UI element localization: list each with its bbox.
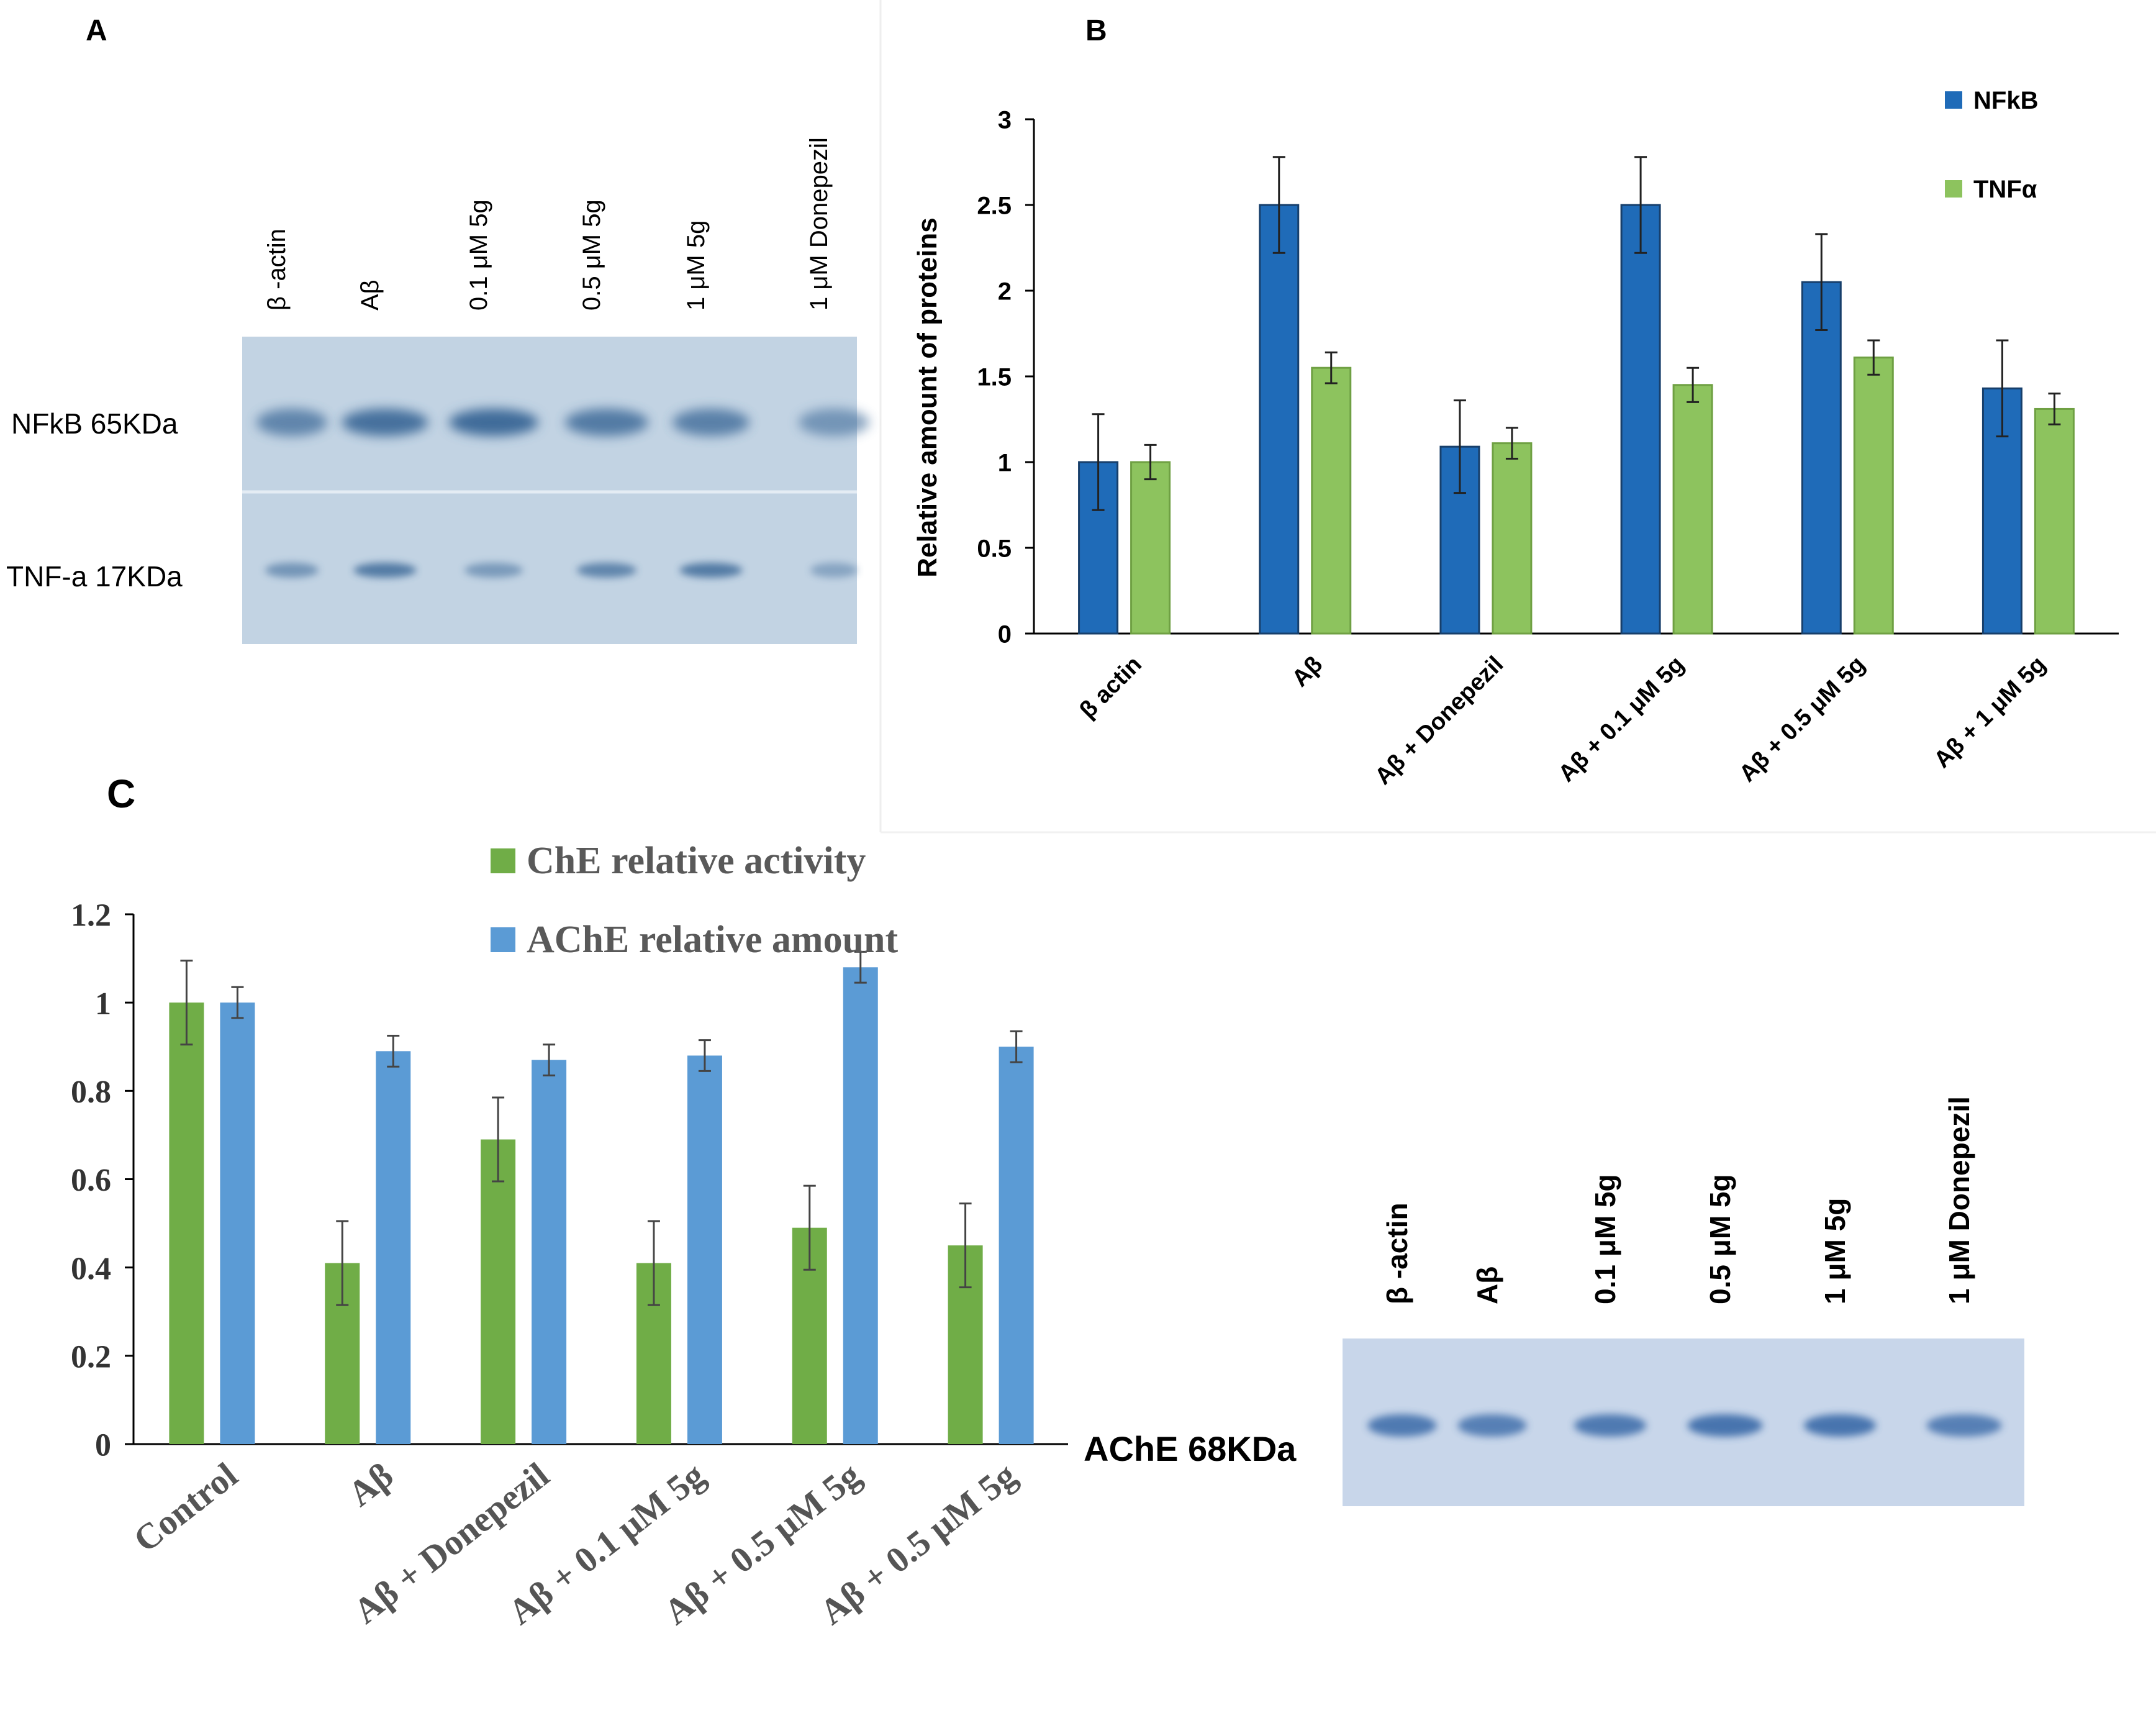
panel-b-x-tick-label: Aβ + 1 μM 5g: [1929, 652, 2051, 773]
panel-a-lane-label: β -actin: [263, 229, 291, 311]
panel-c-bar: [169, 1002, 204, 1444]
panel-a-nfkb-band: [449, 409, 538, 436]
panel-a-tnf-band: [353, 563, 417, 578]
panel-b-y-tick-label: 2.5: [977, 192, 1012, 219]
panel-b-legend-label: TNFα: [1973, 176, 2037, 203]
panel-b-bar: [1492, 442, 1533, 635]
panel-a-tnf-band: [464, 563, 523, 578]
panel-c-ache-band: [1687, 1414, 1763, 1437]
panel-a-lane-label: 1 μM 5g: [682, 220, 710, 311]
panel-a-tnf-band: [810, 563, 858, 578]
panel-b-x-tick-label: Aβ + 0.5 μM 5g: [1734, 652, 1870, 788]
panel-c-blot-lane-label: 1 μM Donepezil: [1943, 1096, 1975, 1304]
panel-c-bar: [999, 1047, 1034, 1444]
panel-c-legend-swatch: [491, 848, 515, 873]
panel-b-bar: [1620, 204, 1661, 635]
panel-b-x-tick-label: Aβ: [1287, 652, 1328, 693]
panel-b-y-tick-label: 1: [998, 449, 1012, 476]
panel-b-y-tick-label: 0.5: [977, 535, 1012, 562]
panel-c-blot-lane-label: 0.1 μM 5g: [1589, 1174, 1621, 1304]
panel-c-blot-lane-label: β -actin: [1381, 1202, 1413, 1304]
panel-a-nfkb-band: [673, 409, 750, 436]
panel-c-bar: [843, 967, 878, 1444]
panel-a-lane-label: 0.1 μM 5g: [465, 199, 492, 311]
panel-a-lane-label: 1 μM Donepezil: [805, 137, 833, 311]
panel-c-y-tick-label: 0: [95, 1428, 111, 1463]
panel-c-y-tick-label: 0.4: [71, 1251, 111, 1286]
panel-c-y-tick-label: 1: [95, 986, 111, 1022]
panel-b-y-tick-label: 2: [998, 278, 1012, 305]
panel-b-x-tick-label: Aβ + Donepezil: [1370, 652, 1508, 790]
panel-a-lane-label: Aβ: [356, 280, 384, 311]
panel-b-letter: B: [1085, 14, 1107, 47]
panel-c-y-tick-label: 0.2: [71, 1340, 111, 1375]
panel-c-bar: [481, 1139, 516, 1444]
panel-b-legend-label: NFkB: [1973, 87, 2038, 114]
panel-a-nfkb-band: [565, 409, 648, 436]
panel-c-bar: [687, 1055, 722, 1444]
panel-c-y-tick-label: 0.6: [71, 1163, 111, 1198]
panel-c-x-tick-label: Aβ: [340, 1455, 401, 1514]
panel-c-blot-label: AChE 68KDa: [1084, 1429, 1297, 1468]
panel-a-row-labels: NFkB 65KDa TNF-a 17KDa: [6, 407, 183, 593]
panel-b-y-tick-label: 3: [998, 106, 1012, 134]
panel-c-bands: [1367, 1414, 2002, 1437]
panel-a-tnf-band: [577, 563, 636, 578]
panel-b-bar: [1259, 204, 1300, 635]
panel-b-x-tick-label: Aβ + 0.1 μM 5g: [1554, 652, 1690, 788]
panel-b-bar: [2034, 407, 2075, 635]
panel-b-bar: [1672, 384, 1713, 635]
panel-b: B Relative amount of proteins 0 0.5 1 1.5 2 2…: [912, 14, 2119, 790]
panel-c-bar: [532, 1060, 567, 1444]
panel-b-legend-swatch: [1945, 180, 1962, 198]
panel-c-ache-band: [1926, 1414, 2002, 1437]
panel-c-x-tick-label: Control: [126, 1455, 245, 1560]
panel-b-bar: [1853, 357, 1894, 635]
panel-b-y-axis-label: Relative amount of proteins: [912, 217, 943, 577]
panel-a-tnf-band: [679, 563, 743, 578]
panel-c-ache-band: [1804, 1414, 1876, 1437]
panel-a: A β -actin Aβ 0.1 μM 5g 0.5 μM 5g 1 μM 5g 1 μ…: [6, 14, 869, 644]
panel-b-bar: [1311, 366, 1352, 635]
panel-c-bar: [376, 1051, 411, 1444]
panel-c-y-tick-label: 0.8: [71, 1075, 111, 1110]
panel-a-lane-label: 0.5 μM 5g: [578, 199, 605, 311]
panel-c-legend-label: ChE relative activity: [527, 840, 866, 882]
panel-a-bands: [256, 409, 869, 578]
panel-c-legend: ChE relative activity AChE relative amoun…: [491, 840, 899, 961]
panel-c-ache-band: [1367, 1414, 1437, 1437]
panel-b-legend: NFkB TNFα: [1945, 87, 2038, 203]
panel-c-ache-band: [1574, 1414, 1646, 1437]
panel-c-blot-lane-label: Aβ: [1471, 1266, 1503, 1304]
panel-c-legend-label: AChE relative amount: [527, 919, 899, 961]
panel-c-blot: [1343, 1338, 2024, 1506]
panel-b-bar: [1801, 281, 1842, 635]
panel-c-letter: C: [107, 771, 135, 816]
panel-b-x-tick-label: β actin: [1075, 652, 1147, 724]
panel-a-letter: A: [86, 14, 107, 47]
panel-c-y-tick-label: 1.2: [71, 898, 111, 934]
panel-a-nfkb-band: [342, 409, 428, 436]
panel-a-row-label: TNF-a 17KDa: [6, 560, 183, 593]
panel-c-legend-swatch: [491, 927, 515, 952]
panel-c-blot-lane-labels: β -actin Aβ 0.1 μM 5g 0.5 μM 5g 1 μM 5g 1 μM …: [1381, 1096, 1975, 1304]
panel-b-y-tick-label: 1.5: [977, 363, 1012, 391]
panel-a-lane-labels: β -actin Aβ 0.1 μM 5g 0.5 μM 5g 1 μM 5g 1 μM …: [263, 137, 833, 311]
panel-a-nfkb-band: [799, 409, 869, 436]
panel-a-tnf-band: [265, 563, 319, 578]
panel-c-blot-lane-label: 0.5 μM 5g: [1704, 1174, 1736, 1304]
panel-c-ache-band: [1457, 1414, 1527, 1437]
panel-b-legend-swatch: [1945, 91, 1962, 109]
panel-b-y-tick-label: 0: [998, 620, 1012, 648]
panel-c-bar: [220, 1002, 255, 1444]
panel-b-bar: [1130, 461, 1171, 635]
panel-b-chart: 0 0.5 1 1.5 2 2.5 3 β actin Aβ Aβ + Donepezil Aβ +…: [977, 106, 2119, 790]
panel-a-nfkb-band: [256, 409, 327, 436]
panel-c-blot-lane-label: 1 μM 5g: [1819, 1198, 1851, 1304]
panel-a-row-label: NFkB 65KDa: [11, 407, 178, 440]
